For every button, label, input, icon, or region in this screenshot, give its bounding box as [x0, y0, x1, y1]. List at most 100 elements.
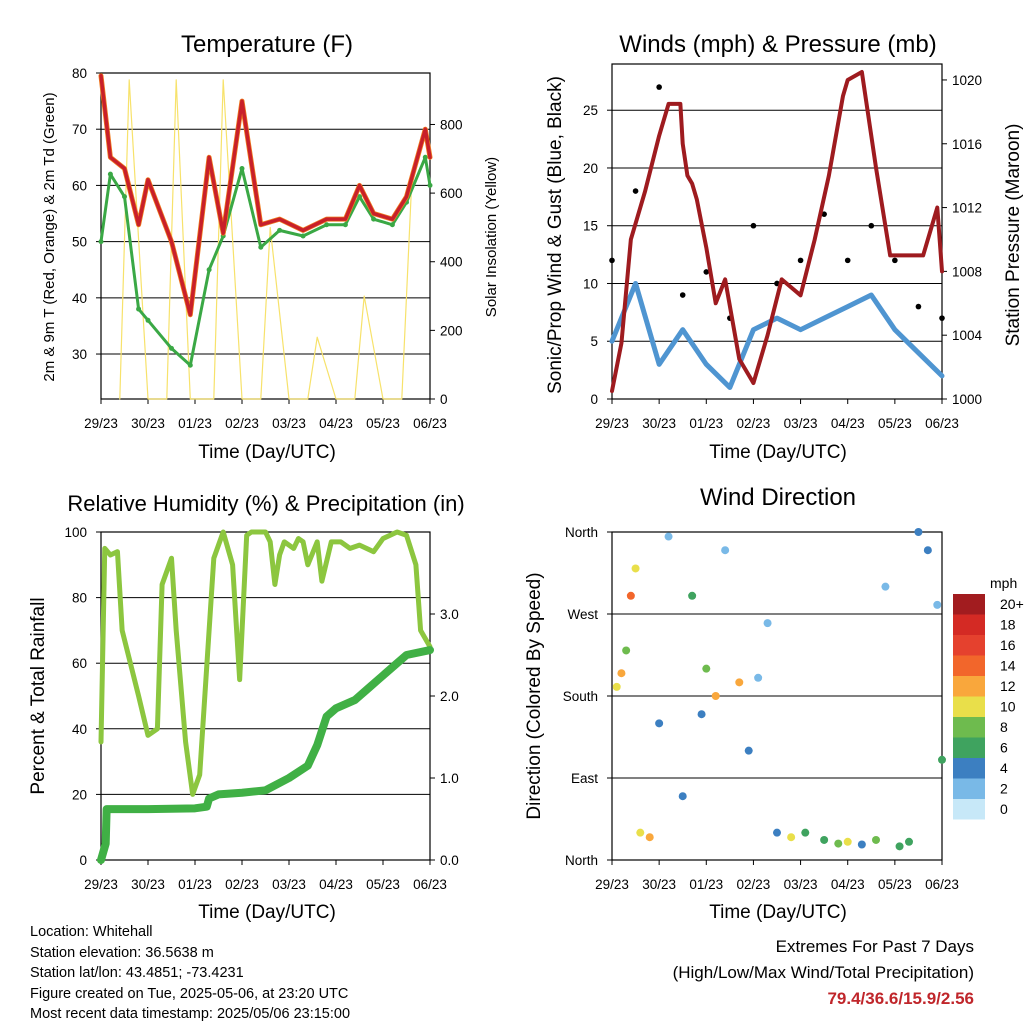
x-tick-label: 30/23	[642, 416, 676, 431]
temperature-ylabel: 2m & 9m T (Red, Orange) & 2m Td (Green)	[41, 92, 58, 381]
x-tick-label: 05/23	[366, 416, 400, 431]
x-tick-label: 03/23	[784, 416, 818, 431]
direction-point	[744, 746, 753, 755]
colorbar-swatch	[953, 655, 985, 676]
dewpoint-point	[187, 362, 193, 368]
direction-point	[933, 600, 942, 609]
y2-tick-label: 2.0	[440, 689, 459, 704]
pressure-line	[610, 69, 944, 394]
direction-point	[834, 839, 843, 848]
station-latlon: Station lat/lon: 43.4851; -73.4231	[30, 965, 244, 981]
y2-tick-label: 400	[440, 255, 463, 270]
y-tick-label: 70	[72, 122, 87, 137]
y-tick-label: 25	[583, 103, 598, 118]
winds-ylabel: Sonic/Prop Wind & Gust (Blue, Black)	[545, 76, 566, 394]
colorbar-label: 10	[1000, 699, 1016, 715]
direction-point	[664, 532, 673, 541]
direction-point	[872, 835, 880, 844]
extremes-values: 79.4/36.6/15.9/2.56	[827, 989, 974, 1008]
x-tick-label: 01/23	[689, 416, 723, 431]
x-tick-label: 04/23	[319, 877, 353, 892]
direction-point	[697, 710, 706, 719]
y-tick-label: 10	[583, 276, 598, 291]
direction-point	[763, 619, 772, 628]
x-tick-label: 02/23	[737, 877, 771, 892]
direction-point	[721, 546, 730, 555]
station-info: Location: Whitehall Station elevation: 3…	[30, 922, 350, 1025]
y-tick-label: 30	[72, 347, 87, 362]
x-tick-label: 05/23	[878, 877, 912, 892]
winds-pressure-panel: Winds (mph) & Pressure (mb) Sonic/Prop W…	[545, 31, 1024, 463]
humidity-title: Relative Humidity (%) & Precipitation (i…	[67, 491, 464, 516]
gust-point	[656, 84, 662, 90]
colorbar-swatch	[953, 758, 985, 779]
y-tick-label: 15	[583, 219, 598, 234]
temperature-title: Temperature (F)	[181, 31, 353, 58]
y2-tick-label: 3.0	[440, 607, 459, 622]
colorbar-swatch	[953, 737, 985, 758]
humidity-precip-panel: Relative Humidity (%) & Precipitation (i…	[28, 491, 465, 923]
dewpoint-point	[169, 345, 174, 351]
y-tick-label: North	[565, 525, 598, 540]
x-tick-label: 29/23	[595, 416, 629, 431]
dewpoint-point	[206, 267, 212, 273]
gust-point	[797, 257, 804, 264]
gust-point	[703, 269, 710, 275]
dewpoint-point	[145, 317, 151, 323]
humidity-ylabel: Percent & Total Rainfall	[28, 597, 49, 794]
gust-point	[939, 315, 945, 321]
y-tick-label: 0	[79, 853, 87, 868]
x-tick-label: 03/23	[272, 877, 306, 892]
x-tick-label: 02/23	[225, 877, 259, 892]
colorbar-label: 4	[1000, 760, 1008, 776]
y-tick-label: 20	[583, 161, 598, 176]
winds-y2label: Station Pressure (Maroon)	[1003, 124, 1024, 347]
direction-point	[938, 755, 946, 764]
direction-point	[843, 837, 852, 846]
winds-title: Winds (mph) & Pressure (mb)	[619, 31, 936, 58]
y2-tick-label: 1.0	[440, 771, 459, 786]
direction-point	[820, 835, 829, 844]
direction-point	[655, 719, 664, 728]
dewpoint-point	[389, 222, 395, 228]
y2-tick-label: 200	[440, 323, 463, 338]
recent-timestamp: Most recent data timestamp: 2025/05/06 2…	[30, 1006, 351, 1022]
direction-point	[636, 828, 645, 837]
dewpoint-point	[277, 227, 283, 233]
x-tick-label: 06/23	[413, 416, 447, 431]
x-tick-label: 30/23	[131, 416, 165, 431]
y-tick-label: 40	[72, 722, 87, 737]
colorbar-swatch	[953, 717, 985, 738]
station-elevation: Station elevation: 36.5638 m	[30, 944, 214, 961]
extremes-subtitle: (High/Low/Max Wind/Total Precipitation)	[672, 963, 974, 982]
colorbar-unit: mph	[990, 575, 1017, 591]
y-tick-label: 40	[72, 291, 87, 306]
gust-point	[750, 222, 757, 229]
y-tick-label: 50	[72, 235, 87, 250]
dewpoint-point	[427, 182, 433, 188]
direction-point	[857, 840, 866, 849]
colorbar-label: 18	[1000, 617, 1016, 633]
direction-point	[617, 669, 626, 678]
x-tick-label: 04/23	[831, 416, 865, 431]
direction-point	[702, 664, 711, 673]
colorbar-label: 20+	[1000, 596, 1024, 612]
x-tick-label: 06/23	[413, 877, 447, 892]
station-location: Location: Whitehall	[30, 924, 153, 940]
wind-speed-colorbar: mph 20+ 18 16 14 12 10 8 6 4 2 0	[953, 575, 1024, 820]
x-tick-label: 30/23	[131, 877, 165, 892]
y-tick-label: East	[571, 771, 598, 786]
dewpoint-point	[357, 194, 362, 200]
y2-tick-label: 1000	[952, 392, 982, 407]
x-tick-label: 29/23	[84, 416, 118, 431]
y2-tick-label: 1004	[952, 328, 983, 343]
colorbar-swatch	[953, 799, 985, 820]
gust-point	[821, 211, 827, 217]
y-tick-label: 60	[72, 656, 87, 671]
x-tick-label: 01/23	[689, 877, 723, 892]
gust-point	[868, 222, 875, 229]
y-tick-label: 60	[72, 178, 87, 193]
gust-point	[892, 257, 898, 264]
figure-created: Figure created on Tue, 2025-05-06, at 23…	[30, 985, 349, 1002]
direction-point	[905, 837, 913, 846]
